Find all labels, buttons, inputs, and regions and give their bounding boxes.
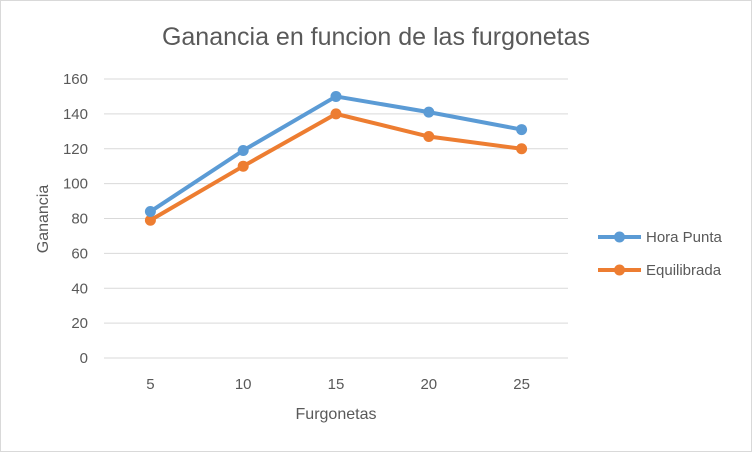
x-axis-ticks: 5 10 15 20 25 [146,376,530,393]
data-point [516,124,528,136]
y-tick-label: 80 [71,211,88,228]
x-tick-label: 25 [513,376,530,393]
x-tick-label: 10 [235,376,252,393]
legend-label: Hora Punta [646,229,723,246]
data-point [144,206,156,218]
y-tick-label: 0 [80,350,88,367]
data-point [423,131,435,143]
gridlines [104,78,568,359]
x-axis-label: Furgonetas [296,406,377,423]
legend-marker [614,264,625,276]
x-tick-label: 15 [328,376,345,393]
data-point [237,144,249,156]
y-tick-label: 40 [71,280,88,297]
y-tick-label: 160 [63,71,88,88]
y-axis-label: Ganancia [35,185,52,254]
y-tick-label: 140 [63,106,88,123]
legend-label: Equilibrada [646,262,722,279]
x-tick-label: 20 [420,376,437,393]
chart-title: Ganancia en funcion de las furgonetas [162,23,590,51]
data-point [330,108,342,120]
series-line-equilibrada [148,111,524,223]
legend: Hora Punta Equilibrada [598,229,723,279]
y-axis-ticks: 0 20 40 60 80 100 120 140 160 [63,71,88,367]
legend-marker [614,231,625,243]
data-point [423,106,435,118]
y-tick-label: 20 [71,315,88,332]
x-tick-label: 5 [146,376,154,393]
y-tick-label: 100 [63,176,88,193]
y-tick-label: 120 [63,141,88,158]
data-point [330,90,342,102]
data-point [144,214,156,226]
series-layer [144,90,528,226]
data-point [237,160,249,172]
y-tick-label: 60 [71,245,88,262]
data-point [516,143,528,155]
